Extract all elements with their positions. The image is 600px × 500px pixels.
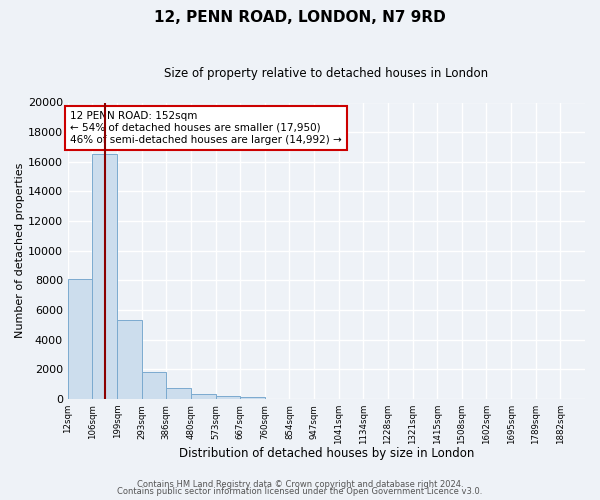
Text: Contains public sector information licensed under the Open Government Licence v3: Contains public sector information licen…: [118, 487, 482, 496]
Bar: [166, 388, 191, 399]
Text: 12 PENN ROAD: 152sqm
← 54% of detached houses are smaller (17,950)
46% of semi-d: 12 PENN ROAD: 152sqm ← 54% of detached h…: [70, 112, 342, 144]
Bar: [191, 394, 215, 399]
Bar: [92, 154, 117, 399]
Y-axis label: Number of detached properties: Number of detached properties: [15, 163, 25, 338]
Bar: [240, 397, 265, 399]
Text: Contains HM Land Registry data © Crown copyright and database right 2024.: Contains HM Land Registry data © Crown c…: [137, 480, 463, 489]
Title: Size of property relative to detached houses in London: Size of property relative to detached ho…: [164, 68, 488, 80]
Bar: [142, 372, 166, 399]
Text: 12, PENN ROAD, LONDON, N7 9RD: 12, PENN ROAD, LONDON, N7 9RD: [154, 10, 446, 25]
X-axis label: Distribution of detached houses by size in London: Distribution of detached houses by size …: [179, 447, 474, 460]
Bar: [117, 320, 142, 399]
Bar: [215, 396, 240, 399]
Bar: [68, 279, 92, 399]
